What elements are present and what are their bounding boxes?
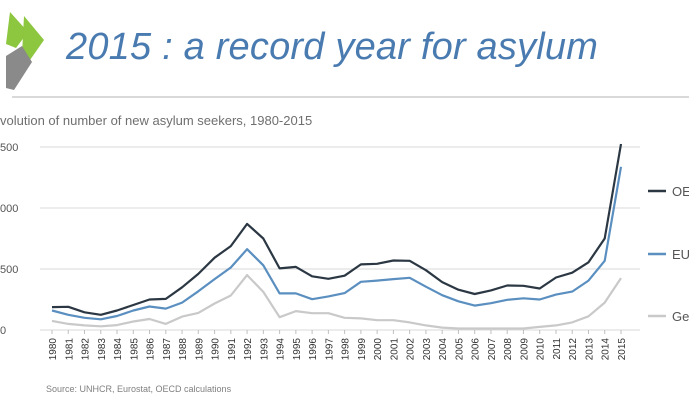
title-divider [12, 96, 689, 98]
x-tick-label: 1993 [259, 338, 270, 361]
x-tick-label: 2003 [422, 338, 433, 361]
x-tick-label: 1992 [243, 338, 254, 361]
x-tick-label: 2009 [519, 338, 530, 361]
x-tick-label: 1999 [357, 338, 368, 361]
x-tick-label: 2010 [536, 338, 547, 361]
x-tick-label: 2012 [568, 338, 579, 361]
x-tick-label: 1995 [292, 338, 303, 361]
x-tick-label: 2015 [617, 338, 628, 361]
x-tick-label: 2005 [454, 338, 465, 361]
x-tick-label: 1981 [64, 338, 75, 361]
x-tick-label: 2014 [601, 338, 612, 361]
oecd-logo [6, 12, 44, 90]
y-tick-label: 000 [0, 203, 18, 215]
x-tick-label: 1980 [48, 338, 59, 361]
x-tick-label: 1988 [178, 338, 189, 361]
logo-green-chevron-1 [6, 12, 28, 48]
x-tick-label: 1984 [113, 338, 124, 361]
x-tick-label: 1982 [81, 338, 92, 361]
x-tick-label: 2007 [487, 338, 498, 361]
series-line-oe [51, 143, 623, 316]
chart-subtitle: volution of number of new asylum seekers… [0, 113, 313, 128]
x-tick-label: 1989 [194, 338, 205, 361]
legend-label: EU [672, 247, 689, 262]
x-tick-label: 2000 [373, 338, 384, 361]
legend-label: Ge [672, 309, 689, 324]
series-line-ge [51, 274, 622, 330]
legend-label: OE [672, 184, 689, 199]
x-tick-label: 2008 [503, 338, 514, 361]
y-tick-label: 500 [0, 142, 18, 154]
x-tick-label: 1983 [97, 338, 108, 361]
logo-gray-chevron [6, 46, 32, 90]
x-tick-label: 1996 [308, 338, 319, 361]
x-tick-label: 2001 [389, 338, 400, 361]
x-tick-label: 2013 [584, 338, 595, 361]
x-tick-label: 2011 [552, 338, 563, 360]
y-tick-label: 0 [0, 325, 6, 337]
x-tick-label: 1997 [324, 338, 335, 361]
x-tick-label: 1990 [211, 338, 222, 361]
source-note: Source: UNHCR, Eurostat, OECD calculatio… [46, 384, 232, 394]
x-tick-label: 1994 [276, 338, 287, 361]
series-line-eu [51, 166, 623, 321]
x-tick-label: 1986 [146, 338, 157, 361]
x-tick-label: 1998 [341, 338, 352, 361]
y-tick-label: 500 [0, 264, 18, 276]
x-tick-label: 2006 [471, 338, 482, 361]
x-tick-label: 1991 [227, 338, 238, 361]
page-title: 2015 : a record year for asylum [66, 26, 599, 68]
x-tick-label: 2004 [438, 338, 449, 361]
logo-green-chevron-2 [22, 16, 44, 60]
x-tick-label: 1987 [162, 338, 173, 361]
x-tick-label: 1985 [129, 338, 140, 361]
x-tick-label: 2002 [406, 338, 417, 361]
